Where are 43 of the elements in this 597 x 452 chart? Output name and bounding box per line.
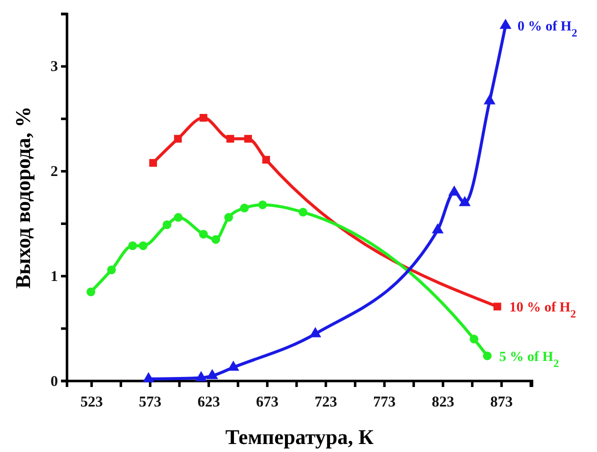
point xyxy=(142,372,154,382)
y-tick-label: 3 xyxy=(50,59,58,76)
point xyxy=(138,241,148,250)
point xyxy=(86,288,96,296)
y-axis-title: Выход водорода, % xyxy=(11,106,35,289)
x-tick-label: 873 xyxy=(490,394,513,410)
y-tick-label: 2 xyxy=(50,164,58,180)
point xyxy=(470,334,478,344)
y-tick-label: 1 xyxy=(50,268,58,285)
x-tick-label: 673 xyxy=(256,394,279,410)
point xyxy=(149,159,157,167)
point xyxy=(240,204,249,212)
point xyxy=(262,156,270,164)
x-tick-label: 773 xyxy=(373,394,396,410)
point xyxy=(227,360,240,371)
point xyxy=(493,302,502,310)
point xyxy=(195,371,207,382)
x-tick-label: 723 xyxy=(314,394,338,410)
point xyxy=(162,220,172,230)
x-tick-label: 523 xyxy=(80,394,103,410)
point xyxy=(174,134,182,143)
point xyxy=(244,134,252,143)
point xyxy=(482,351,492,360)
point xyxy=(309,327,322,338)
point xyxy=(199,230,208,239)
x-tick-label: 623 xyxy=(197,394,220,410)
point xyxy=(298,208,308,217)
x-axis-title: Температура, К xyxy=(225,425,374,449)
point xyxy=(211,235,220,244)
point xyxy=(174,213,183,222)
x-tick-label: 573 xyxy=(138,394,162,410)
y-tick-label: 0 xyxy=(50,374,58,390)
series-label: 10 % of H$_{2}$ xyxy=(509,300,576,321)
x-tick-label: 823 xyxy=(432,394,454,410)
point xyxy=(200,114,208,122)
point xyxy=(128,241,137,250)
point xyxy=(107,265,116,274)
point xyxy=(258,200,267,210)
series-label: 0 % of H$_{2}$ xyxy=(518,20,578,40)
point xyxy=(226,134,234,143)
series-label: 5 % of H$_{2}$ xyxy=(499,350,560,370)
point xyxy=(206,368,218,380)
point xyxy=(224,213,234,222)
